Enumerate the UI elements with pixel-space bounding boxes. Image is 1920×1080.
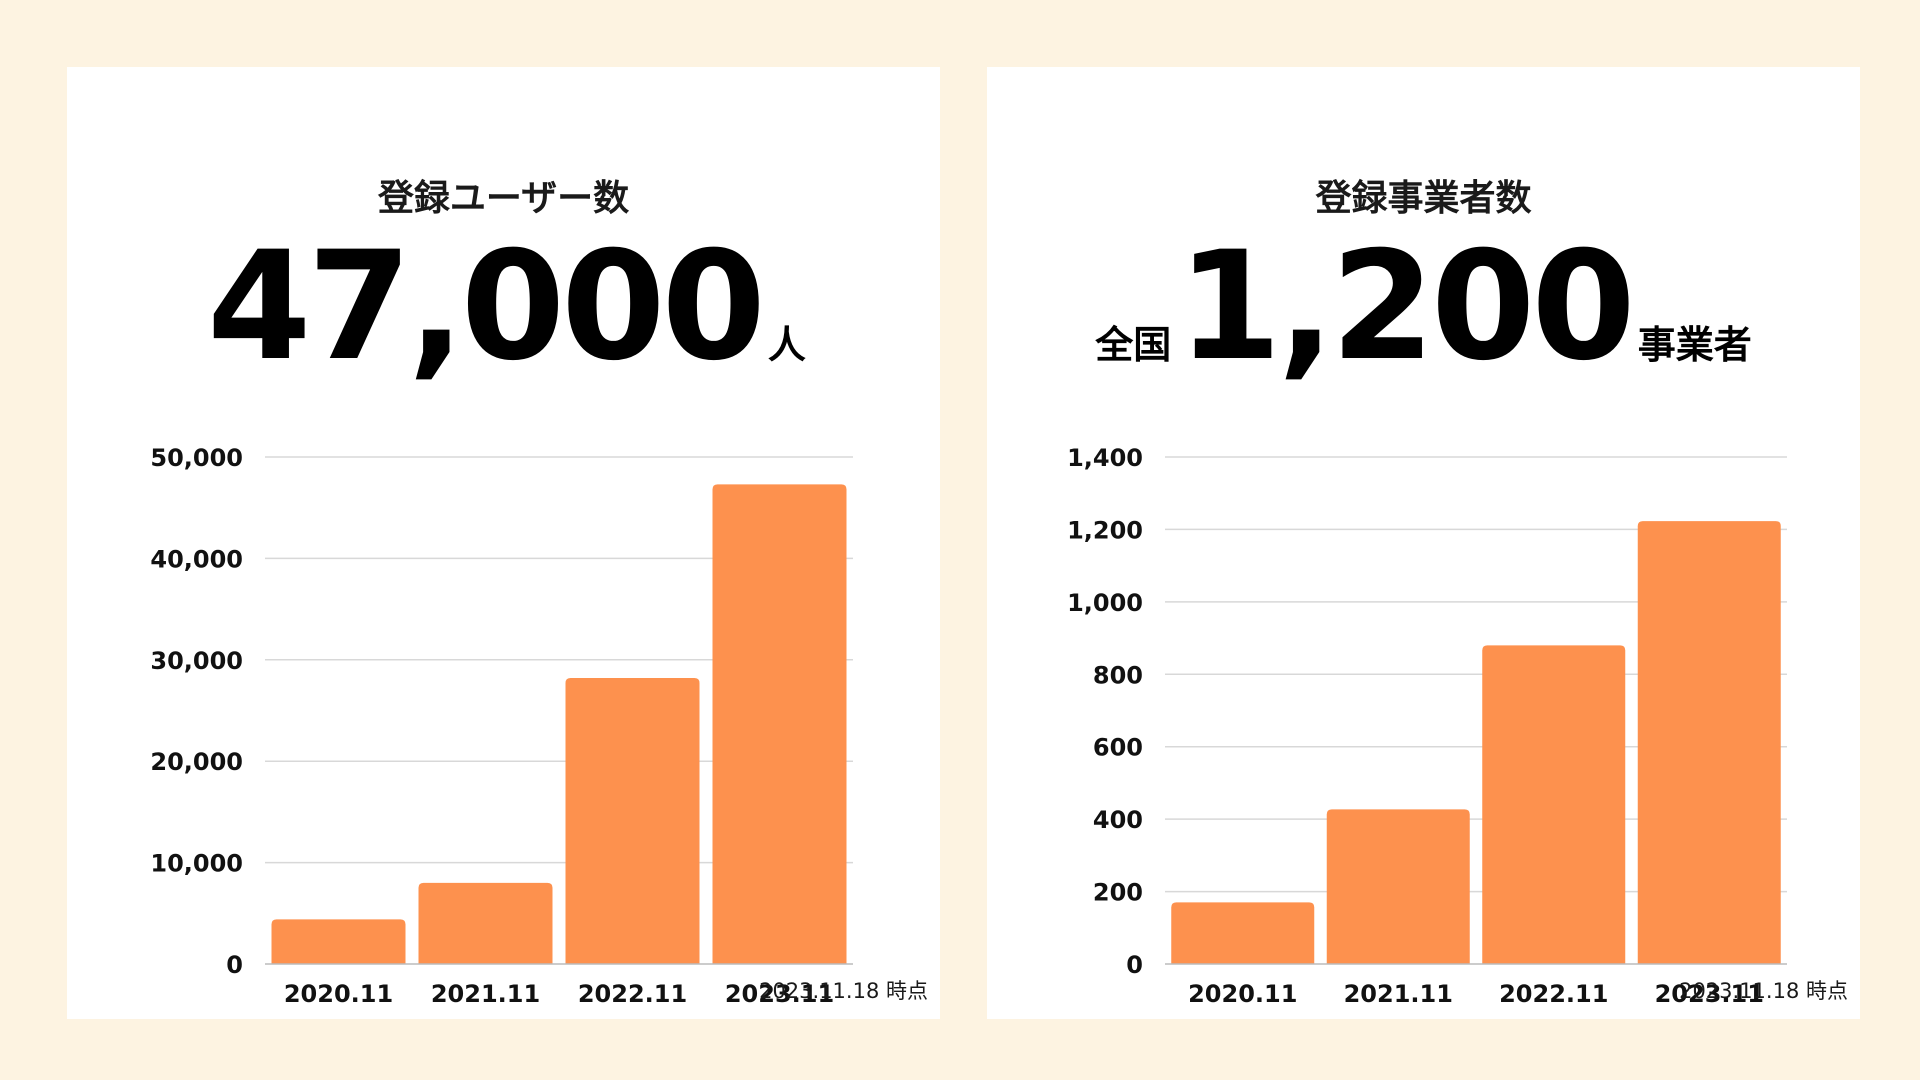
x-tick-label: 2023.11	[1655, 980, 1764, 1008]
y-tick-label: 1,000	[1067, 589, 1143, 617]
panel-title: 登録事業者数	[1315, 178, 1532, 219]
y-tick-label: 40,000	[150, 545, 243, 573]
bar-2023.11	[1637, 521, 1781, 964]
panel-title: 登録ユーザー数	[377, 178, 630, 219]
y-tick-label: 30,000	[150, 647, 243, 675]
x-tick-label: 2020.11	[1188, 980, 1297, 1008]
x-tick-label: 2022.11	[578, 980, 687, 1008]
bar-2020.11	[1171, 902, 1315, 964]
y-tick-label: 50,000	[150, 444, 243, 472]
x-tick-label: 2020.11	[284, 980, 393, 1008]
y-tick-label: 1,400	[1067, 444, 1143, 472]
headline-suffix: 事業者	[1637, 323, 1752, 367]
y-tick-label: 200	[1093, 879, 1143, 907]
bar-2021.11	[418, 882, 553, 964]
y-tick-label: 0	[226, 951, 243, 979]
businesses-bar-chart: 0 200 400 600 800 1,000 1,200 1,400 2020.11 2021.…	[1067, 444, 1787, 1008]
y-tick-label: 800	[1093, 661, 1143, 689]
bar-2023.11	[712, 484, 847, 964]
x-tick-label: 2023.11	[725, 980, 834, 1008]
y-tick-label: 0	[1126, 951, 1143, 979]
bar-2021.11	[1326, 809, 1470, 964]
bar-2022.11	[565, 678, 700, 964]
bar-2022.11	[1482, 645, 1626, 964]
users-bar-chart: 0 10,000 20,000 30,000 40,000 50,000 2020.11 20…	[150, 444, 853, 1008]
footnote-date: 2023.11.18 時点	[759, 979, 928, 1003]
registered-businesses-panel: 登録事業者数 全国 1,200 事業者 0 200 400 600 800 1,000 1,…	[987, 67, 1860, 1019]
x-tick-label: 2022.11	[1499, 980, 1608, 1008]
y-tick-label: 10,000	[150, 850, 243, 878]
headline-value: 47,000	[207, 220, 766, 394]
y-tick-label: 1,200	[1067, 516, 1143, 544]
headline-value: 1,200	[1177, 220, 1635, 394]
headline-number: 47,000 人	[67, 232, 940, 382]
x-tick-label: 2021.11	[1344, 980, 1453, 1008]
registered-users-panel: 登録ユーザー数 47,000 人 0 10,000 20,000 30,000 40,0…	[67, 67, 940, 1019]
headline-prefix: 全国	[1095, 323, 1172, 367]
headline-suffix: 人	[767, 323, 806, 367]
y-tick-label: 600	[1093, 734, 1143, 762]
y-tick-label: 400	[1093, 806, 1143, 834]
y-tick-label: 20,000	[150, 748, 243, 776]
bar-2020.11	[271, 919, 406, 964]
x-tick-label: 2021.11	[431, 980, 540, 1008]
footnote-date: 2023.11.18 時点	[1679, 979, 1848, 1003]
headline-number: 全国 1,200 事業者	[987, 232, 1860, 382]
